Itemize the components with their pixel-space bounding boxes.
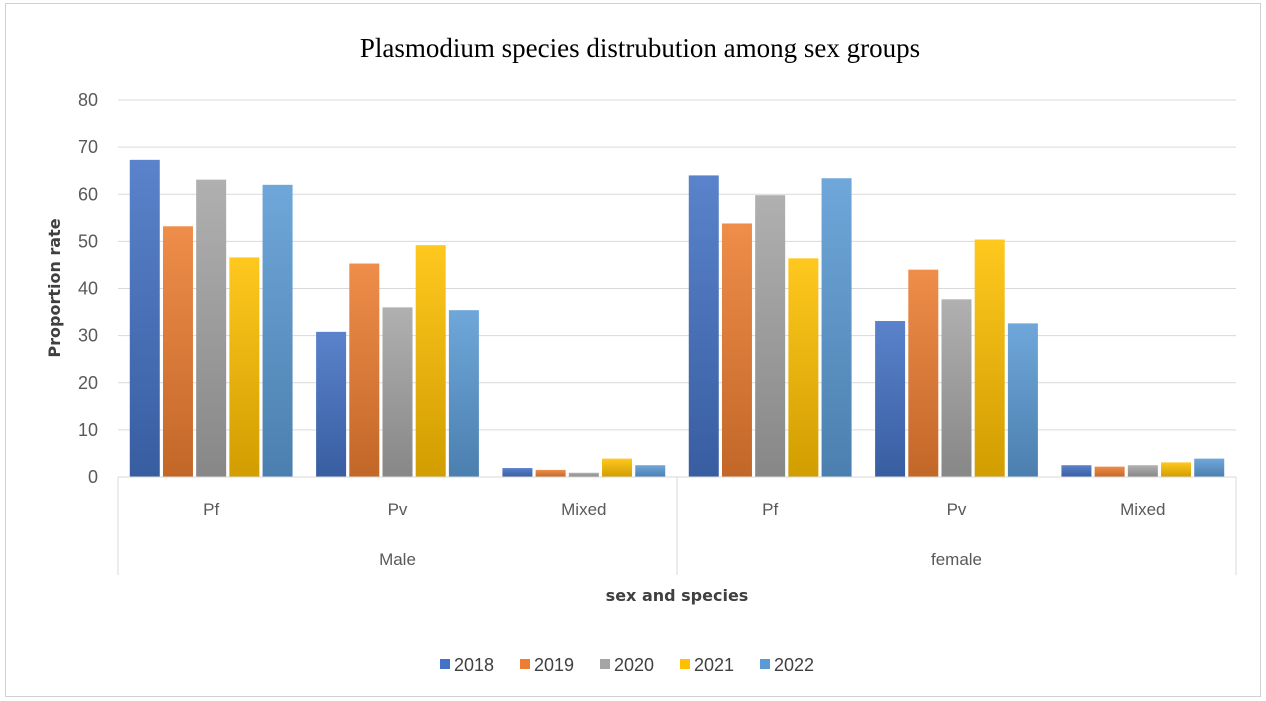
legend-label: 2019: [534, 655, 574, 675]
bar-2020-1: [196, 179, 227, 478]
bar-2022-3: [635, 465, 666, 477]
bar-2021-4: [788, 258, 819, 477]
bar-2019-2: [349, 263, 380, 477]
bar-2018-1: [129, 159, 160, 477]
bar-2021-2: [415, 245, 446, 477]
category-label: Pf: [203, 500, 219, 519]
y-tick-label: 50: [78, 231, 98, 251]
bar-2020-5: [941, 299, 972, 477]
legend-swatch-2018: [440, 659, 450, 669]
y-tick-label: 30: [78, 326, 98, 346]
group-label: Male: [379, 550, 416, 569]
legend-swatch-2022: [760, 659, 770, 669]
bar-2022-1: [262, 184, 293, 477]
bar-2022-6: [1194, 458, 1225, 477]
bar-2021-6: [1161, 462, 1192, 477]
y-tick-label: 0: [88, 467, 98, 487]
category-label: Mixed: [1120, 500, 1165, 519]
bar-2018-4: [688, 175, 719, 477]
legend-label: 2022: [774, 655, 814, 675]
y-tick-label: 20: [78, 373, 98, 393]
y-axis-ticks: 0 10 20 30 40 50 60 70 80: [78, 90, 98, 487]
bar-2022-5: [1007, 323, 1038, 477]
bar-2022-2: [448, 310, 479, 477]
y-tick-label: 70: [78, 137, 98, 157]
x-axis-title: sex and species: [606, 586, 749, 605]
bar-2022-4: [821, 178, 852, 478]
y-axis-title: Proportion rate: [45, 218, 64, 357]
bar-2021-5: [974, 239, 1005, 477]
bar-2019-6: [1094, 466, 1125, 477]
bar-2020-6: [1127, 465, 1158, 477]
bar-2020-4: [755, 195, 786, 477]
category-label: Pf: [762, 500, 778, 519]
category-label: Pv: [947, 500, 967, 519]
y-tick-label: 60: [78, 184, 98, 204]
gridlines: [118, 99, 1236, 431]
bar-2021-1: [229, 257, 260, 477]
bar-2020-3: [568, 472, 599, 477]
bar-2019-1: [162, 226, 193, 477]
bar-2018-5: [875, 321, 906, 477]
category-label: Pv: [388, 500, 408, 519]
bar-2020-2: [382, 307, 413, 477]
bar-2019-3: [535, 469, 566, 477]
legend-label: 2021: [694, 655, 734, 675]
y-tick-label: 40: [78, 279, 98, 299]
category-label: Mixed: [561, 500, 606, 519]
x-axis: Pf Pv Mixed Male Pf Pv Mixed female: [117, 476, 1237, 575]
legend-label: 2020: [614, 655, 654, 675]
bar-2018-6: [1061, 465, 1092, 477]
bar-2021-3: [602, 458, 633, 477]
legend-label: 2018: [454, 655, 494, 675]
chart-title: Plasmodium species distrubution among se…: [360, 33, 920, 63]
legend-swatch-2021: [680, 659, 690, 669]
legend-swatch-2019: [520, 659, 530, 669]
bar-2018-2: [316, 331, 347, 477]
bar-2018-3: [502, 468, 533, 477]
legend: 2018 2019 2020 2021 2022: [440, 655, 814, 675]
bars: [129, 159, 1225, 478]
group-label: female: [931, 550, 982, 569]
bar-2019-4: [721, 223, 752, 477]
legend-swatch-2020: [600, 659, 610, 669]
y-tick-label: 10: [78, 420, 98, 440]
bar-2019-5: [908, 269, 939, 477]
y-tick-label: 80: [78, 90, 98, 110]
